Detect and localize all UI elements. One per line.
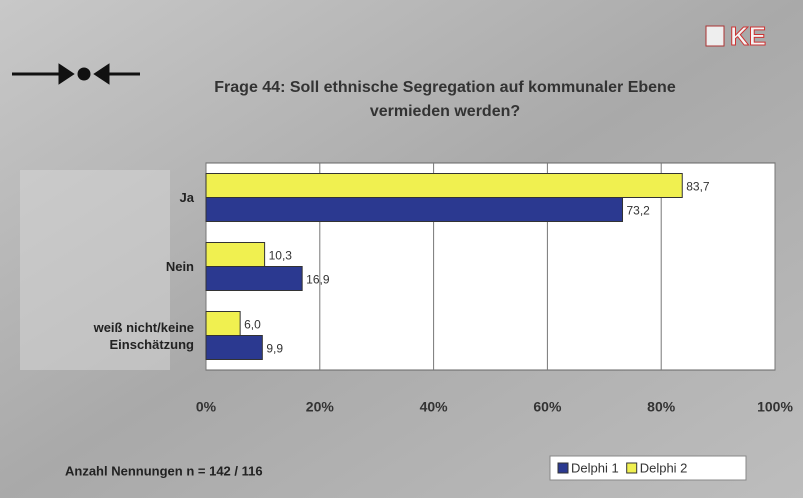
chart-title: Frage 44: Soll ethnische Segregation auf…	[214, 79, 676, 120]
logo-icon	[705, 25, 725, 47]
background-building	[20, 170, 170, 370]
value-label: 83,7	[686, 180, 710, 194]
y-tick-label: Nein	[165, 259, 194, 274]
legend-swatch	[557, 462, 569, 474]
y-tick-label: weiß nicht/keine Einschätzung	[93, 319, 194, 352]
bar	[205, 266, 303, 291]
x-tick-label: 80%	[647, 399, 676, 415]
legend-swatch	[626, 462, 638, 474]
bar	[205, 242, 266, 267]
x-tick-label: 20%	[306, 399, 335, 415]
x-tick-label: 0%	[196, 399, 217, 415]
y-tick-label: Ja	[179, 190, 194, 205]
logo: KE	[730, 21, 766, 51]
bar	[205, 197, 624, 222]
x-tick-label: 60%	[533, 399, 562, 415]
value-label: 10,3	[269, 249, 293, 263]
value-label: 16,9	[306, 273, 330, 287]
legend	[549, 455, 747, 481]
bar	[205, 311, 241, 336]
legend-label: Delphi 2	[640, 460, 688, 475]
legend-label: Delphi 1	[571, 460, 619, 475]
footnote: Anzahl Nennungen n = 142 / 116	[65, 463, 263, 478]
bar	[205, 173, 683, 198]
value-label: 6,0	[244, 318, 261, 332]
arrow-icon	[12, 63, 140, 85]
value-label: 73,2	[627, 204, 651, 218]
x-tick-label: 100%	[757, 399, 793, 415]
value-label: 9,9	[266, 342, 283, 356]
x-tick-label: 40%	[420, 399, 449, 415]
bar	[205, 335, 263, 360]
